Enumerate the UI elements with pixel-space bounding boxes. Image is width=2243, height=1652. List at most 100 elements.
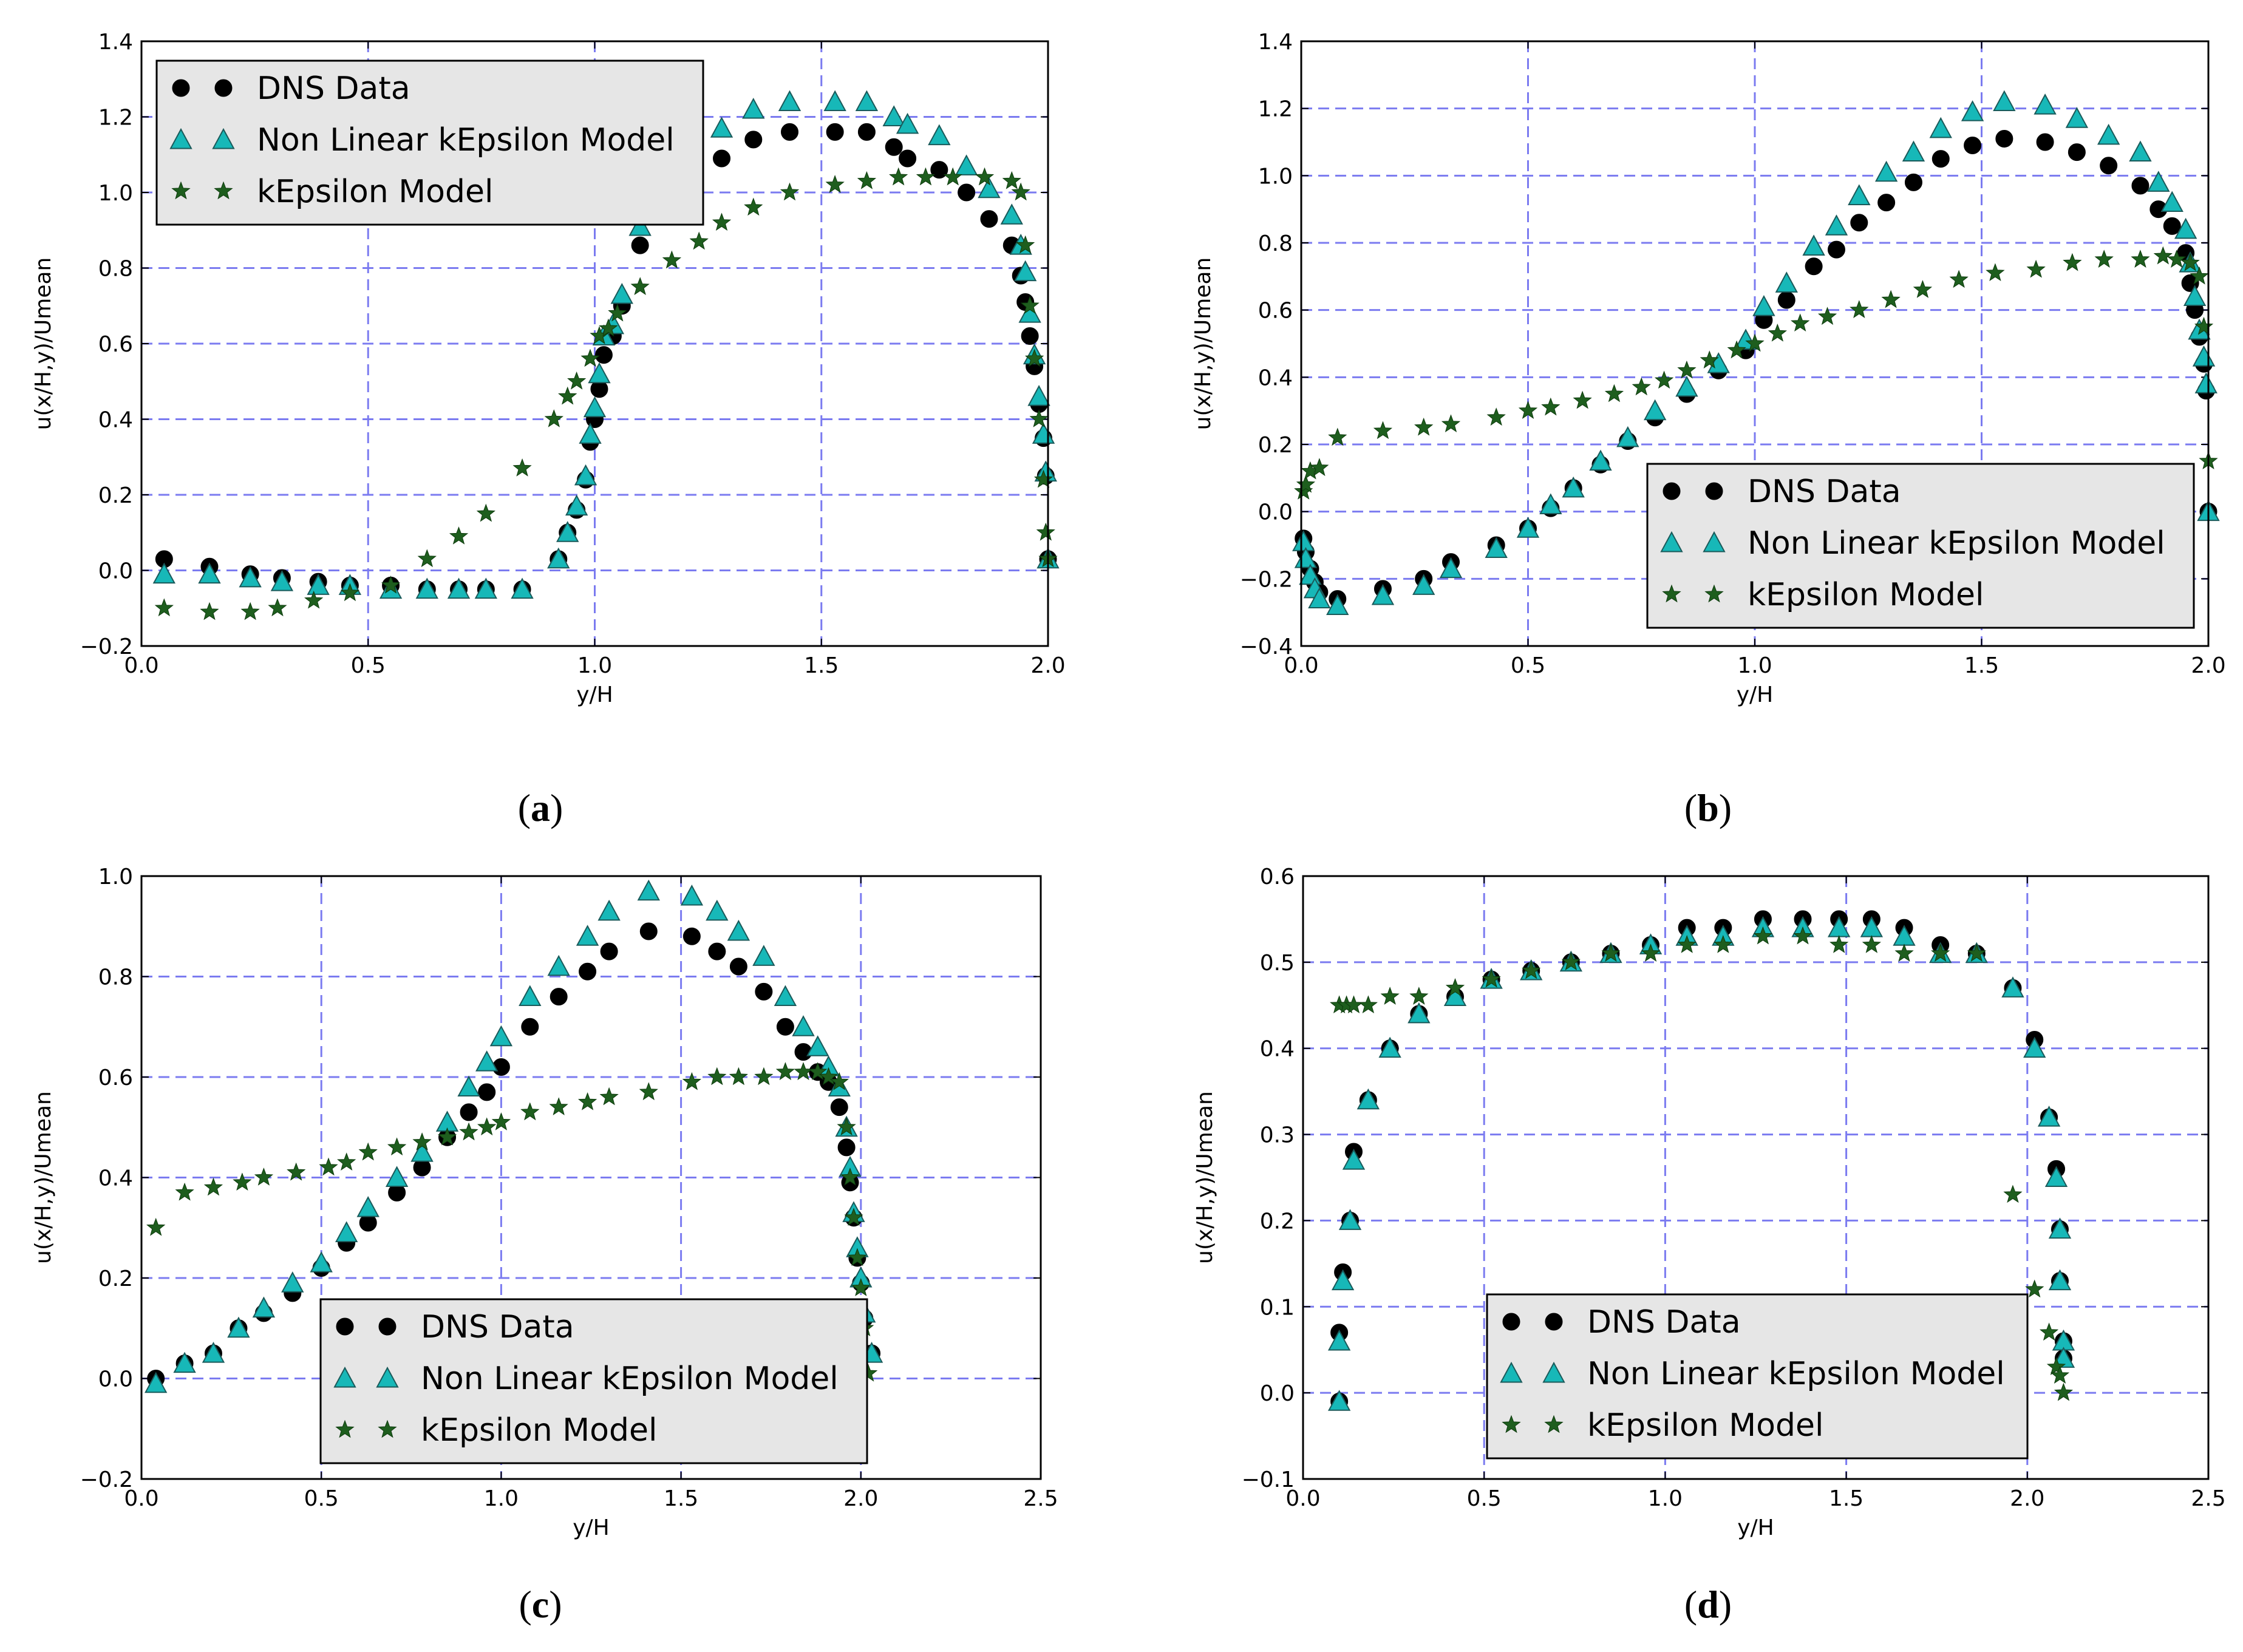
- legend-marker-circle: [378, 1317, 397, 1336]
- data-point-triangle: [978, 177, 1001, 199]
- data-point-star: [2094, 250, 2114, 268]
- data-point-triangle: [574, 464, 597, 486]
- data-point-triangle: [680, 884, 704, 906]
- data-point-star: [268, 598, 287, 617]
- x-tick-label: 1.0: [577, 653, 612, 678]
- data-point-circle: [2163, 217, 2181, 235]
- y-tick-label: 1.0: [98, 865, 133, 889]
- data-point-circle: [776, 1018, 794, 1036]
- data-point-triangle: [928, 124, 951, 146]
- x-tick-label: 2.0: [1030, 653, 1065, 678]
- data-point-star: [1409, 987, 1429, 1005]
- legend-label: DNS Data: [1587, 1304, 1741, 1341]
- data-point-star: [200, 602, 219, 620]
- data-point-triangle: [579, 423, 602, 444]
- data-point-star: [1862, 935, 1881, 953]
- x-tick-label: 0.0: [1284, 653, 1318, 678]
- data-point-triangle: [2129, 140, 2152, 162]
- legend-marker-circle: [172, 79, 190, 97]
- data-point-star: [837, 1117, 856, 1136]
- data-point-star: [916, 167, 936, 186]
- data-point-star: [1016, 235, 1035, 254]
- data-point-star: [146, 1217, 166, 1236]
- panel-caption-letter: d: [1697, 1583, 1719, 1626]
- data-point-star: [2026, 259, 2046, 278]
- data-point-triangle: [778, 90, 802, 112]
- data-point-triangle: [547, 547, 570, 569]
- data-point-triangle: [1356, 1088, 1380, 1110]
- data-point-star: [1793, 926, 1812, 945]
- data-point-circle: [600, 942, 618, 960]
- data-point-triangle: [774, 985, 797, 1007]
- data-point-triangle: [2001, 976, 2024, 998]
- data-point-star: [2063, 253, 2082, 271]
- data-point-star: [2190, 266, 2209, 285]
- legend-label: Non Linear kEpsilon Model: [421, 1361, 839, 1397]
- data-point-triangle: [610, 282, 633, 304]
- data-point-star: [840, 1168, 860, 1186]
- data-point-star: [1829, 935, 1849, 953]
- y-tick-label: 0.4: [98, 1166, 133, 1191]
- data-point-triangle: [270, 570, 294, 591]
- panel-caption-letter: c: [532, 1583, 549, 1626]
- data-point-triangle: [583, 396, 607, 418]
- data-point-triangle: [198, 562, 221, 584]
- data-point-triangle: [1539, 493, 1562, 515]
- data-point-triangle: [896, 112, 919, 134]
- data-point-star: [577, 1092, 597, 1110]
- legend-marker-star: [214, 181, 233, 200]
- data-point-star: [449, 526, 469, 545]
- data-point-circle: [1995, 129, 2013, 148]
- x-axis-label: y/H: [573, 1515, 610, 1540]
- data-point-star: [599, 1087, 619, 1106]
- y-tick-label: 0.8: [1258, 231, 1293, 256]
- data-point-triangle: [1327, 1329, 1351, 1351]
- data-point-triangle: [752, 945, 775, 966]
- data-point-circle: [1777, 291, 1795, 309]
- data-point-star: [2167, 250, 2187, 268]
- data-point-star: [2046, 1357, 2066, 1375]
- data-point-triangle: [1516, 517, 1540, 538]
- data-point-triangle: [2160, 191, 2183, 212]
- data-point-star: [1768, 323, 1787, 342]
- data-point-triangle: [727, 919, 751, 941]
- data-point-star: [889, 167, 908, 186]
- series-star: [146, 1062, 878, 1382]
- data-point-star: [1541, 397, 1561, 416]
- data-point-triangle: [1775, 271, 1798, 293]
- data-point-star: [1380, 987, 1400, 1005]
- data-point-triangle: [565, 494, 588, 516]
- y-tick-label: 1.2: [98, 106, 133, 131]
- data-point-triangle: [792, 1015, 815, 1036]
- data-point-star: [304, 590, 324, 609]
- data-point-star: [1601, 943, 1621, 962]
- x-tick-label: 0.5: [1467, 1486, 1502, 1511]
- series-star: [1330, 926, 2074, 1401]
- y-tick-label: 0.3: [1260, 1123, 1295, 1148]
- data-point-circle: [2100, 157, 2118, 175]
- data-point-circle: [1827, 240, 1845, 259]
- data-point-star: [2131, 250, 2150, 268]
- x-tick-label: 1.0: [484, 1486, 519, 1511]
- legend-label: Non Linear kEpsilon Model: [1587, 1356, 2005, 1392]
- data-point-triangle: [1407, 1002, 1431, 1024]
- data-point-triangle: [556, 521, 579, 542]
- data-point-star: [1414, 417, 1434, 436]
- data-point-star: [630, 277, 650, 295]
- legend-label: DNS Data: [257, 70, 410, 107]
- data-point-star: [1522, 960, 1541, 979]
- x-tick-label: 1.5: [664, 1486, 698, 1511]
- data-point-circle: [713, 149, 731, 168]
- data-point-star: [1486, 407, 1506, 426]
- data-point-triangle: [955, 154, 978, 175]
- y-tick-label: 0.0: [1260, 1381, 1295, 1406]
- y-tick-label: 0.1: [1260, 1295, 1295, 1320]
- data-point-star: [2025, 1279, 2044, 1298]
- data-point-star: [544, 409, 563, 427]
- data-point-triangle: [1825, 214, 1848, 236]
- legend-marker-star: [1704, 584, 1724, 603]
- data-point-triangle: [1327, 1390, 1351, 1411]
- data-point-circle: [2131, 177, 2149, 195]
- data-point-star: [1033, 469, 1053, 488]
